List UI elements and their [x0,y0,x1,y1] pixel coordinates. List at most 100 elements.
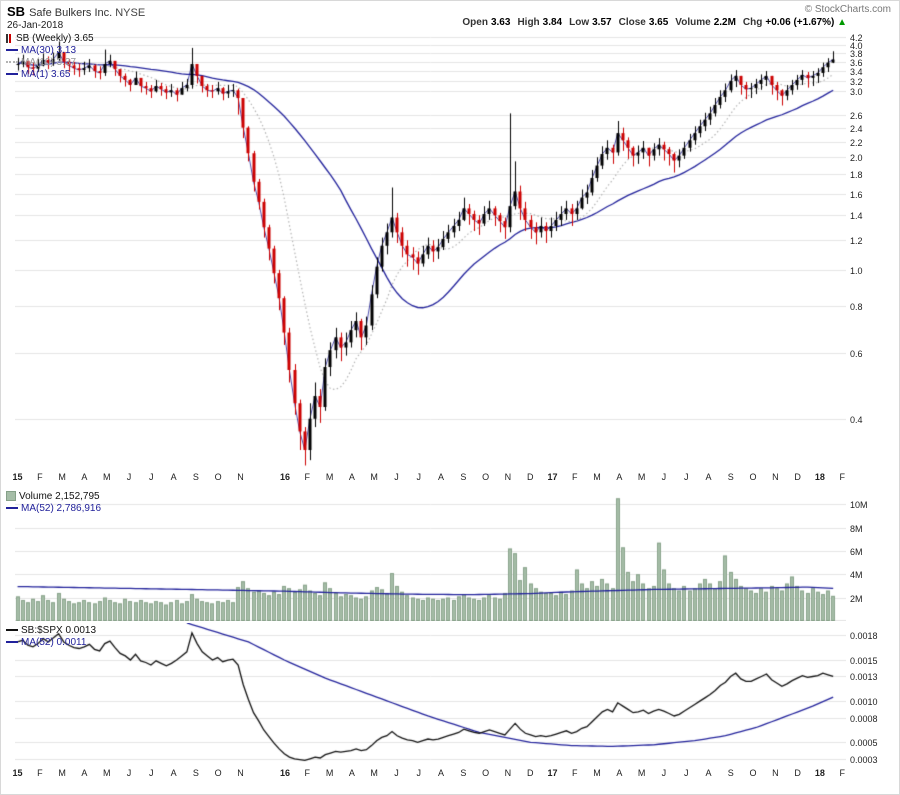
x-axis-month-label: J [126,768,132,778]
volume-bars-icon [6,491,16,502]
ratio-ma52-label: MA(52) 0.0011 [21,637,87,648]
x-axis-month-label: N [504,472,512,482]
volume-label: Volume 2,152,795 [19,491,100,502]
x-axis-month-label: F [304,768,311,778]
price-legend-title: SB (Weekly) 3.65 [6,33,94,45]
quote-value-open: 3.63 [490,17,511,28]
x-axis-year-label: 15 [12,472,23,482]
x-axis-month-label: N [504,768,512,778]
price-tick-label: 2.4 [850,124,863,134]
x-axis-month-label: A [81,768,88,778]
x-axis-month-label: A [438,472,445,482]
volume-legend-ma52: MA(52) 2,786,916 [6,503,101,515]
company-name: Safe Bulkers Inc. [29,7,113,19]
volume-tick-label: 4M [850,570,863,580]
exchange-name: NYSE [115,7,146,19]
x-axis-month-label: D [794,472,801,482]
x-axis-month-label: F [572,472,578,482]
x-axis-year-label: 18 [814,472,825,482]
price-tick-label: 1.6 [850,190,863,200]
quote-value-low: 3.57 [592,17,612,28]
ticker-symbol: SB [7,4,26,19]
x-axis-year-label: 16 [280,472,291,482]
volume-ma52-line-icon [6,507,18,510]
price-tick-label: 1.8 [850,170,863,180]
volume-legend-title: Volume 2,152,795 [6,491,101,503]
x-axis-month-label: D [794,768,801,778]
x-axis-month-label: J [394,768,399,778]
volume-tick-label: 8M [850,524,863,534]
price-tick-label: 3.2 [850,77,863,87]
x-axis-month-label: M [102,472,111,482]
x-axis-month-label: J [661,472,667,482]
price-x-axis: 15 F M A M J J A S O N 16 F M A M J J A S O N D 17 F M A M J J A S O N D 18… [1,471,899,486]
ratio-tick-label: 0.0018 [850,631,878,641]
chart-header: SB Safe Bulkers Inc. NYSE [7,4,145,19]
volume-tick-label: 6M [850,547,863,557]
x-axis-month-label: F [37,768,43,778]
x-axis-month-label: F [839,768,845,778]
price-panel: 4.2 4.0 3.8 3.6 3.4 3.2 3.0 2.6 2.4 2.2 2.0 1.8 1.6 1… [1,31,899,471]
price-canvas [15,31,846,471]
x-axis-year-label: 18 [814,768,825,778]
ratio-ma52-line-icon [6,641,18,644]
volume-tick-label: 2M [850,594,863,604]
x-axis-month-label: A [348,472,355,482]
x-axis-month-label: M [637,472,646,482]
x-axis-month-label: A [438,768,445,778]
x-axis-month-label: M [58,472,66,482]
ratio-tick-label: 0.0005 [850,738,878,748]
quote-summary: Open 3.63 High 3.84 Low 3.57 Close 3.65 Volume 2.… [455,17,847,28]
x-axis-month-label: F [839,472,845,482]
price-legend-ma1: MA(1) 3.65 [6,69,94,81]
x-axis-month-label: A [705,472,712,482]
price-tick-label: 4.0 [850,41,863,51]
ma1-line-icon [6,73,18,76]
x-axis-month-label: J [416,768,422,778]
x-axis-month-label: S [460,472,467,482]
chart-date: 26-Jan-2018 [7,20,64,31]
price-legend-title-text: SB (Weekly) 3.65 [16,33,94,44]
x-axis-month-label: S [192,768,199,778]
price-tick-label: 3.0 [850,87,863,97]
quote-label-high: High [517,17,540,28]
price-tick-label: 2.0 [850,153,863,163]
x-axis-year-label: 16 [280,768,291,778]
price-tick-label: 1.0 [850,266,863,276]
x-axis-month-label: A [170,472,177,482]
quote-value-chg: +0.06 (+1.67%) [765,17,835,28]
ma30-line-icon [6,49,18,52]
price-tick-label: 2.6 [850,111,863,121]
x-axis-month-label: D [526,768,534,778]
ma1-label: MA(1) 3.65 [21,69,71,80]
x-axis-month-label: O [749,472,757,482]
x-axis-month-label: O [482,472,490,482]
x-axis-month-label: J [149,768,154,778]
price-tick-label: 3.4 [850,67,863,77]
quote-value-close: 3.65 [648,17,669,28]
x-axis-year-label: 17 [547,472,558,482]
x-axis-month-label: O [214,768,222,778]
x-axis-month-label: M [102,768,111,778]
ratio-legend-ma52: MA(52) 0.0011 [6,637,96,649]
x-axis-month-label: J [661,768,667,778]
x-axis-month-label: M [370,768,378,778]
quote-label-low: Low [569,17,590,28]
x-axis-month-label: O [482,768,490,778]
quote-label-chg: Chg [742,17,763,28]
x-axis-month-label: N [237,768,244,778]
x-axis-month-label: F [304,472,311,482]
x-axis-month-label: N [237,472,244,482]
price-tick-label: 0.6 [850,349,863,359]
quote-label-open: Open [462,17,488,28]
copyright-notice: © StockCharts.com [804,4,891,15]
x-axis-month-label: D [526,472,534,482]
x-axis-month-label: M [593,768,601,778]
x-axis-month-label: A [170,768,177,778]
volume-canvas [15,489,846,621]
x-axis-month-label: O [214,472,222,482]
quote-label-close: Close [618,17,646,28]
price-tick-label: 0.4 [850,415,863,425]
x-axis-month-label: F [37,472,43,482]
